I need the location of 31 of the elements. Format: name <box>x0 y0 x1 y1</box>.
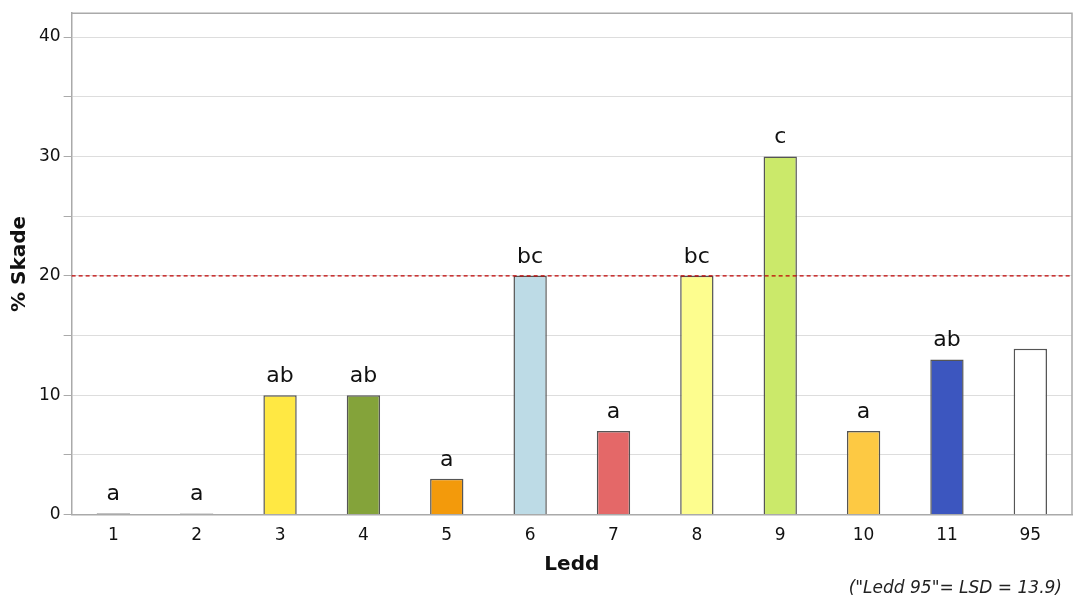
x-tick-label: 7 <box>608 524 619 545</box>
x-tick-label: 8 <box>691 524 703 545</box>
y-tick-label: 20 <box>38 264 61 285</box>
y-tick-label: 30 <box>38 144 61 165</box>
data-label: ab <box>933 326 961 352</box>
x-tick-label: 6 <box>524 524 536 545</box>
data-label: a <box>856 397 871 423</box>
data-label: bc <box>683 242 710 268</box>
data-label: ab <box>349 361 378 387</box>
x-tick-label: 10 <box>852 524 875 545</box>
y-tick-label: 40 <box>38 25 61 46</box>
x-tick-label: 4 <box>357 524 369 545</box>
data-label: c <box>774 123 787 149</box>
data-label: a <box>189 480 204 506</box>
data-label: a <box>606 397 621 423</box>
y-tick-label: 0 <box>49 503 61 524</box>
x-axis-title: Ledd <box>544 551 600 576</box>
x-tick-label: 9 <box>774 524 786 545</box>
x-tick-label: 11 <box>936 524 958 545</box>
text: ("Ledd 95"= LSD = 13.9) <box>848 576 1062 597</box>
y-tick-label: 10 <box>38 383 61 404</box>
data-label: bc <box>517 242 544 268</box>
data-label: a <box>440 445 454 471</box>
x-tick-label: 3 <box>274 524 286 545</box>
x-tick-label: 5 <box>441 524 453 545</box>
x-tick-label: 2 <box>191 524 203 545</box>
y-axis-title: % Skade <box>6 215 31 312</box>
x-tick-label: 1 <box>107 524 119 545</box>
data-label: a <box>106 480 121 506</box>
x-tick-label: 95 <box>1019 524 1042 545</box>
data-label: ab <box>266 361 294 387</box>
